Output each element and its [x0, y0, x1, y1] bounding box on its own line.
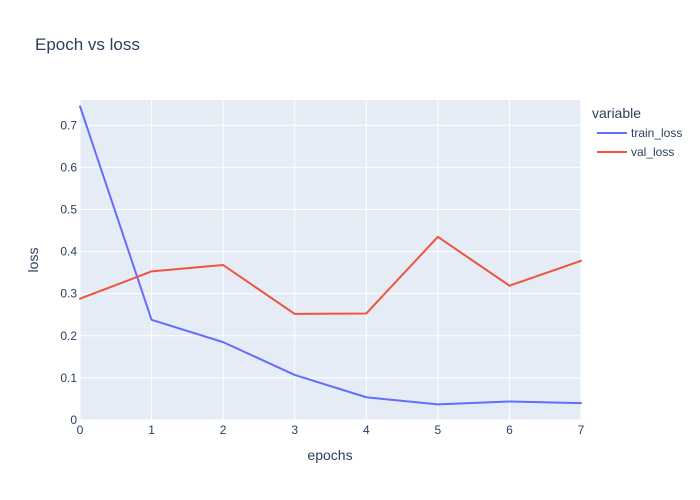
x-axis-ticks: 0 1 2 3 4 5 6 7: [77, 423, 585, 437]
legend-label: train_loss: [631, 126, 682, 140]
x-axis-title: epochs: [307, 447, 352, 463]
x-gridlines: [79, 100, 582, 420]
y-tick-label: 0.1: [60, 371, 77, 385]
legend-title: variable: [592, 105, 641, 121]
legend-label: val_loss: [631, 145, 674, 159]
x-tick-label: 2: [220, 423, 227, 437]
y-tick-label: 0.5: [60, 202, 77, 216]
series-lines: [79, 105, 582, 406]
x-tick-label: 0: [77, 423, 84, 437]
y-tick-label: 0.6: [60, 160, 77, 174]
y-tick-label: 0: [70, 413, 77, 427]
y-axis-title: loss: [25, 248, 41, 273]
y-tick-label: 0.7: [60, 118, 77, 132]
y-axis-ticks: 0 0.1 0.2 0.3 0.4 0.5 0.6 0.7: [60, 118, 77, 427]
legend-items[interactable]: train_loss val_loss: [597, 126, 682, 159]
y-gridlines: [80, 124, 581, 421]
y-tick-label: 0.3: [60, 287, 77, 301]
series-line-train-loss[interactable]: [79, 105, 582, 406]
x-tick-label: 4: [363, 423, 370, 437]
chart-title: Epoch vs loss: [35, 35, 140, 54]
x-tick-label: 3: [291, 423, 298, 437]
plot-area: [80, 100, 581, 420]
x-tick-label: 6: [506, 423, 513, 437]
x-tick-label: 5: [435, 423, 442, 437]
x-tick-label: 1: [148, 423, 155, 437]
legend-item-train-loss[interactable]: train_loss: [597, 126, 682, 140]
series-line-val-loss[interactable]: [79, 235, 582, 315]
legend[interactable]: variable train_loss val_loss: [592, 105, 682, 159]
x-tick-label: 7: [578, 423, 585, 437]
y-tick-label: 0.2: [60, 329, 77, 343]
y-tick-label: 0.4: [60, 245, 77, 259]
legend-item-val-loss[interactable]: val_loss: [597, 145, 674, 159]
